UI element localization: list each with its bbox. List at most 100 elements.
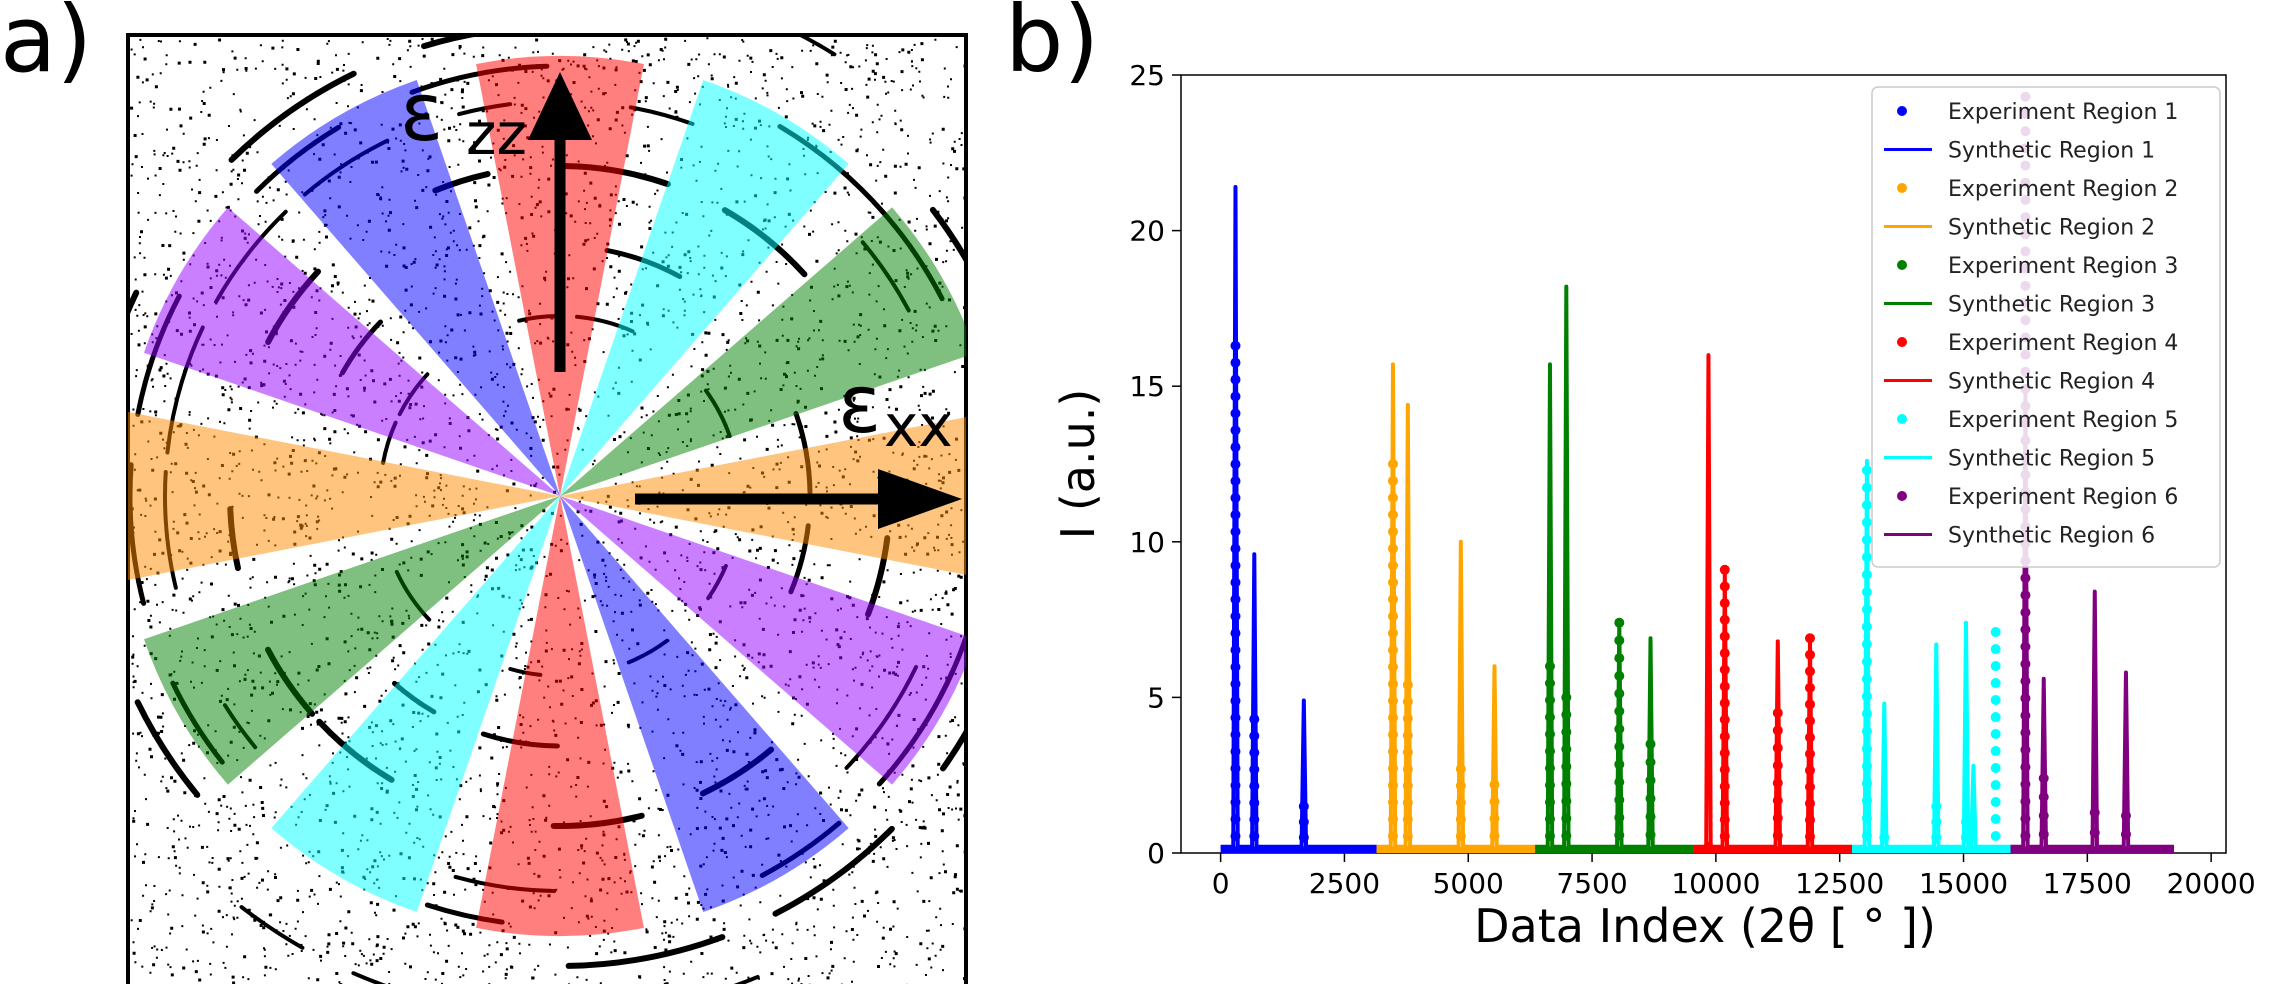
legend-box: [1871, 86, 2221, 568]
legend-marker-experiment: [1897, 260, 1907, 270]
experiment-point: [1719, 798, 1730, 809]
series-region-2: [1376, 362, 1536, 853]
experiment-point: [1719, 614, 1730, 625]
experiment-point: [1772, 848, 1783, 853]
experiment-point: [1249, 848, 1260, 853]
experiment-point: [1230, 678, 1241, 689]
experiment-point: [1804, 715, 1815, 726]
experiment-point: [1230, 526, 1241, 537]
experiment-point: [1614, 635, 1625, 646]
experiment-point: [1861, 517, 1872, 528]
x-tick-label: 5000: [1433, 867, 1504, 900]
experiment-point: [1544, 695, 1555, 706]
experiment-point: [1249, 714, 1260, 725]
experiment-point: [1230, 814, 1241, 825]
experiment-point: [1990, 814, 2001, 825]
experiment-point: [1772, 777, 1783, 788]
experiment-point: [1861, 465, 1872, 476]
ring-arc: [982, 413, 990, 516]
experiment-point: [1230, 712, 1241, 723]
experiment-point: [1861, 482, 1872, 493]
experiment-point: [1455, 848, 1466, 853]
experiment-point: [1561, 848, 1572, 853]
ring-arc: [772, 825, 895, 917]
experiment-point: [1249, 814, 1260, 825]
experiment-point: [1931, 816, 1942, 827]
legend-marker-experiment: [1897, 106, 1907, 116]
experiment-point: [1990, 763, 2001, 774]
experiment-point: [1561, 761, 1572, 772]
experiment-point: [1402, 831, 1413, 842]
experiment-point: [2020, 762, 2031, 773]
legend-label-synthetic: Synthetic Region 2: [1948, 216, 2155, 241]
experiment-point: [1489, 796, 1500, 807]
experiment-point: [1719, 698, 1730, 709]
experiment-point: [2020, 813, 2031, 824]
experiment-point: [1455, 780, 1466, 791]
legend-marker-experiment: [1897, 491, 1907, 501]
legend-label-experiment: Experiment Region 2: [1948, 177, 2178, 202]
experiment-point: [1772, 812, 1783, 823]
x-tick-label: 10000: [1671, 867, 1760, 900]
experiment-point: [1645, 793, 1656, 804]
experiment-point: [1544, 712, 1555, 723]
experiment-point: [1719, 564, 1730, 575]
experiment-point: [2120, 848, 2131, 853]
experiment-point: [1804, 831, 1815, 842]
experiment-point: [1544, 780, 1555, 791]
experiment-point: [1387, 831, 1398, 842]
experiment-point: [1719, 781, 1730, 792]
sector-9: [143, 496, 560, 785]
ring-arc: [796, 35, 837, 57]
synthetic-line-region-1: [1220, 185, 1377, 849]
experiment-point: [1614, 741, 1625, 752]
experiment-point: [1804, 848, 1815, 853]
experiment-point: [1544, 848, 1555, 853]
x-axis-label: Data Index (2θ [ ° ]): [1474, 899, 1936, 953]
experiment-point: [1230, 594, 1241, 605]
legend-label-synthetic: Synthetic Region 4: [1948, 370, 2155, 395]
y-tick-label: 25: [1129, 59, 1165, 92]
experiment-point: [1298, 816, 1309, 827]
experiment-point: [1614, 653, 1625, 664]
sector-12: [271, 79, 560, 496]
y-tick-label: 10: [1129, 526, 1165, 559]
experiment-point: [1645, 757, 1656, 768]
legend-marker-experiment: [1897, 337, 1907, 347]
experiment-point: [1455, 814, 1466, 825]
ring-arc: [43, 352, 61, 445]
experiment-point: [1931, 832, 1942, 843]
sector-2: [560, 79, 849, 496]
experiment-point: [1703, 841, 1714, 852]
experiment-point: [2020, 641, 2031, 652]
experiment-point: [1861, 639, 1872, 650]
experiment-point: [1990, 729, 2001, 740]
experiment-point: [1645, 829, 1656, 840]
experiment-point: [1387, 797, 1398, 808]
x-tick-label: 12500: [1795, 867, 1884, 900]
experiment-point: [1719, 581, 1730, 592]
experiment-point: [1387, 475, 1398, 486]
experiment-point: [1861, 587, 1872, 598]
experiment-point: [1298, 848, 1309, 853]
experiment-point: [1387, 611, 1398, 622]
experiment-point: [1931, 801, 1942, 812]
experiment-point: [1614, 830, 1625, 841]
experiment-point: [1387, 577, 1398, 588]
legend-label-synthetic: Synthetic Region 1: [1948, 139, 2155, 164]
experiment-point: [1230, 780, 1241, 791]
ring-arc: [351, 971, 387, 984]
intensity-chart: 0 2500 5000 7500 10000 12500 15000 17500 20000 0…: [1051, 59, 2256, 953]
experiment-point: [2020, 830, 2031, 841]
experiment-point: [1804, 649, 1815, 660]
experiment-point: [1249, 764, 1260, 775]
experiment-point: [1960, 832, 1971, 843]
panel-b-label: b): [1005, 0, 1100, 93]
experiment-point: [1387, 729, 1398, 740]
experiment-point: [2020, 607, 2031, 618]
experiment-point: [1561, 692, 1572, 703]
experiment-point: [1804, 748, 1815, 759]
legend-label-experiment: Experiment Region 5: [1948, 408, 2178, 433]
experiment-point: [1387, 814, 1398, 825]
experiment-point: [1230, 628, 1241, 639]
